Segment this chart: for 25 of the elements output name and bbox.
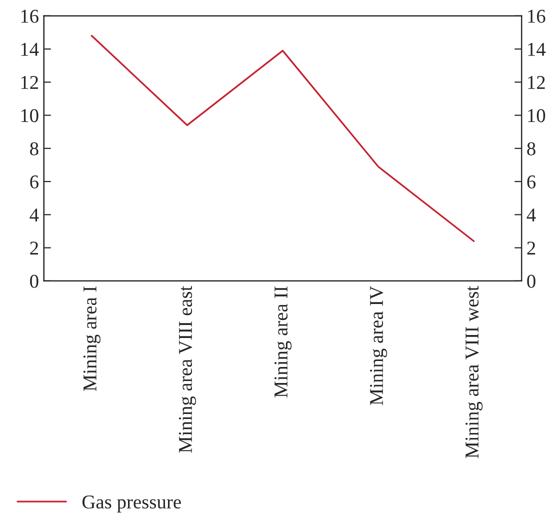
y2-tick-label: 2 — [527, 242, 536, 255]
x-tick-label: Mining area II — [274, 286, 292, 398]
y2-tick-label: 6 — [527, 175, 536, 188]
y-tick-label: 10 — [21, 109, 38, 122]
y2-tick-label: 12 — [528, 76, 545, 89]
y-tick-label: 0 — [30, 274, 38, 288]
x-tick-label: Mining area I — [83, 286, 100, 392]
y2-tick-label: 16 — [528, 10, 546, 23]
y2-tick-label: 0 — [527, 274, 536, 288]
y2-tick-label: 10 — [528, 109, 546, 122]
x-tick-label: Mining area IV — [370, 286, 388, 406]
x-tick-label: Mining area VIII east — [178, 286, 196, 453]
y-tick-label: 4 — [30, 208, 39, 222]
line-series — [90, 34, 475, 242]
y-tick-label: 12 — [21, 76, 38, 89]
y-tick-label: 14 — [21, 42, 39, 56]
y-tick-label: 6 — [30, 175, 38, 188]
y-tick-label: 8 — [30, 142, 38, 156]
y2-tick-label: 14 — [528, 42, 546, 56]
y-tick-label: 2 — [30, 242, 38, 255]
x-tick-label: Mining area VIII west — [466, 286, 483, 458]
y-tick-label: 16 — [21, 10, 38, 23]
y2-tick-label: 8 — [527, 142, 536, 156]
y2-tick-label: 4 — [526, 208, 536, 222]
legend-label: Gas pressure — [82, 495, 181, 512]
